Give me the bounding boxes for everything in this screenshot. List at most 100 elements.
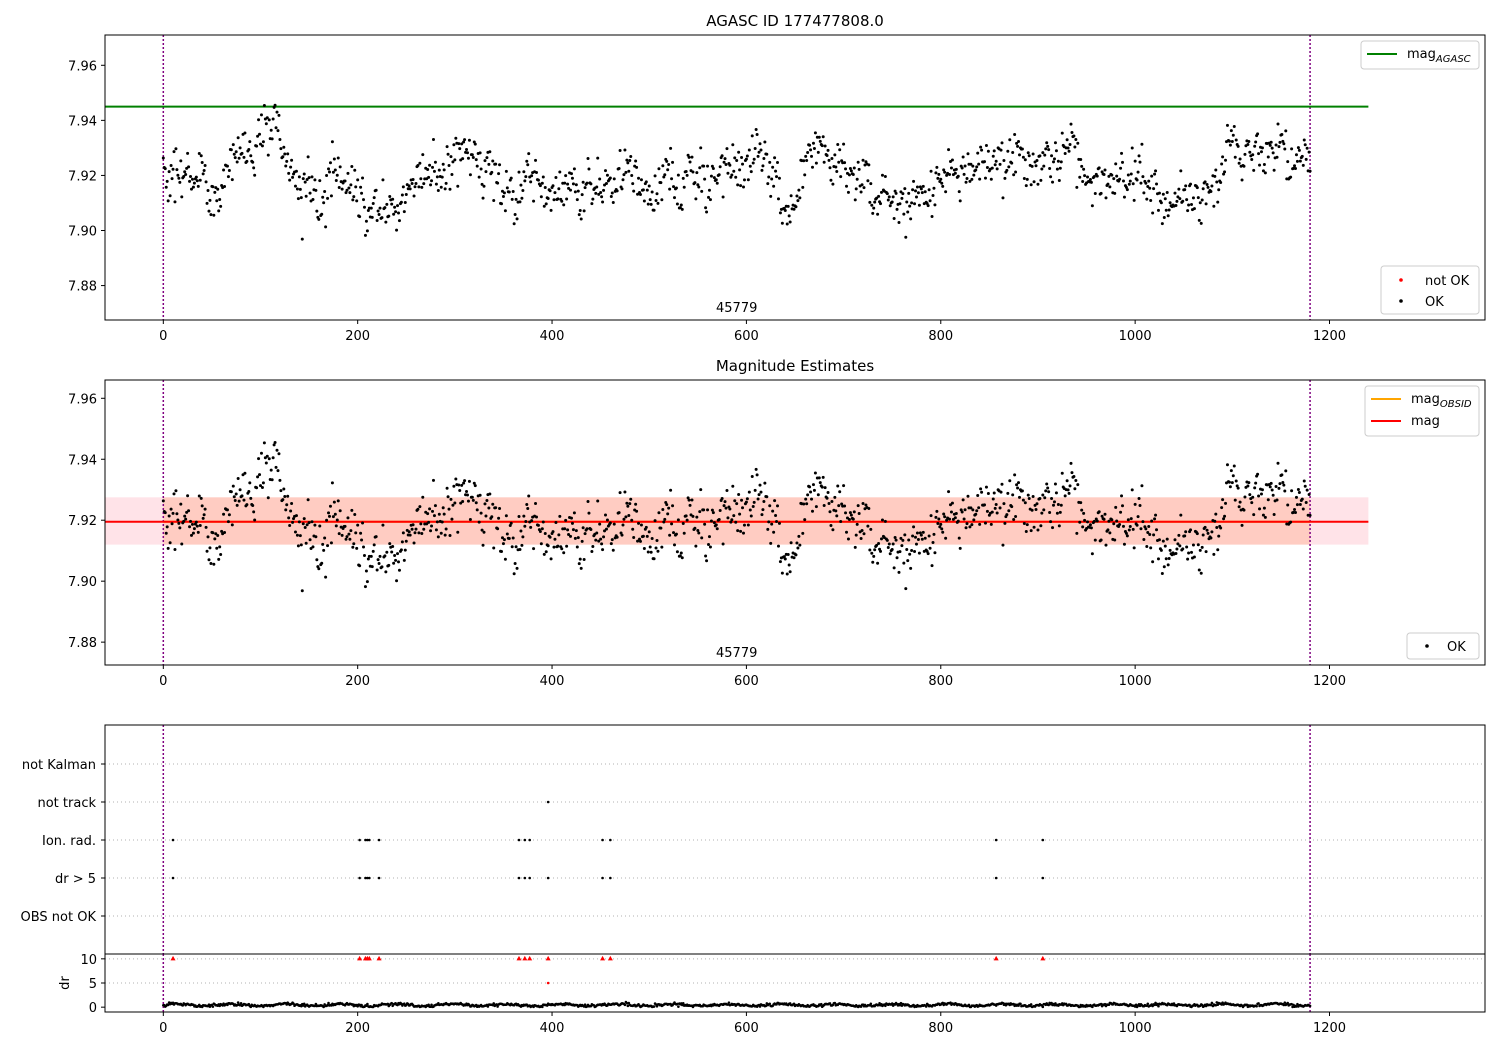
agasc-ok-point bbox=[792, 207, 796, 211]
mag-ok-point bbox=[624, 515, 628, 519]
mag-ok-point bbox=[1012, 517, 1016, 521]
agasc-ok-point bbox=[1121, 179, 1125, 183]
agasc-ok-point bbox=[1290, 147, 1294, 151]
agasc-ok-point bbox=[442, 168, 446, 172]
mag-ok-point bbox=[413, 531, 417, 535]
dr-clipped-marker bbox=[170, 955, 176, 961]
mag-ok-point bbox=[638, 537, 642, 541]
agasc-ok-point bbox=[937, 172, 941, 176]
mag-ok-point bbox=[663, 517, 667, 521]
mag-ok-point bbox=[678, 554, 682, 558]
agasc-ok-point bbox=[1281, 139, 1285, 143]
agasc-ok-point bbox=[356, 178, 360, 182]
mag-ok-point bbox=[1046, 486, 1050, 490]
dr-clipped-marker bbox=[600, 955, 606, 961]
mag-ok-point bbox=[1151, 560, 1155, 564]
agasc-ok-point bbox=[757, 150, 761, 154]
mag-ok-point bbox=[1044, 489, 1048, 493]
mag-ok-point bbox=[331, 515, 335, 519]
agasc-ok-point bbox=[1269, 140, 1273, 144]
mag-ok-point bbox=[1297, 490, 1301, 494]
agasc-ok-point bbox=[231, 143, 235, 147]
mag-ok-point bbox=[820, 485, 824, 489]
agasc-ok-point bbox=[251, 160, 255, 164]
agasc-ok-point bbox=[735, 158, 739, 162]
mag-ok-point bbox=[188, 525, 192, 529]
agasc-ok-point bbox=[868, 200, 872, 204]
agasc-ok-point bbox=[526, 163, 530, 167]
agasc-ok-point bbox=[725, 147, 729, 151]
agasc-ok-point bbox=[1225, 123, 1229, 127]
mag-ok-point bbox=[1011, 493, 1015, 497]
mag-ok-point bbox=[835, 514, 839, 518]
mag-ok-point bbox=[287, 516, 291, 520]
agasc-ok-point bbox=[769, 194, 773, 198]
mag-ok-point bbox=[1073, 487, 1077, 491]
agasc-ok-point bbox=[450, 173, 454, 177]
agasc-ok-point bbox=[1212, 204, 1216, 208]
mag-ok-point bbox=[362, 545, 366, 549]
mag-ok-point bbox=[432, 514, 436, 518]
mag-ok-point bbox=[1082, 511, 1086, 515]
mag-ok-point bbox=[1127, 528, 1131, 532]
agasc-ok-point bbox=[1048, 167, 1052, 171]
agasc-ytick-label: 7.92 bbox=[68, 169, 97, 184]
mag-ok-point bbox=[630, 518, 634, 522]
agasc-ok-point bbox=[710, 164, 714, 168]
mag-ok-point bbox=[837, 504, 841, 508]
agasc-ok-point bbox=[818, 139, 822, 143]
mag-ok-point bbox=[381, 523, 385, 527]
agasc-ok-point bbox=[742, 178, 746, 182]
agasc-ok-point bbox=[275, 110, 279, 114]
mag-ok-point bbox=[369, 554, 373, 558]
mag-ok-point bbox=[868, 548, 872, 552]
mag-ok-point bbox=[829, 524, 833, 528]
mag-ok-point bbox=[419, 522, 423, 526]
mag-ok-point bbox=[1185, 545, 1189, 549]
agasc-ok-point bbox=[1133, 159, 1137, 163]
dr-clipped-marker bbox=[1040, 955, 1046, 961]
agasc-ok-point bbox=[502, 191, 506, 195]
mag-ok-point bbox=[1176, 542, 1180, 546]
dr-clipped-marker bbox=[545, 955, 551, 961]
agasc-ok-point bbox=[217, 209, 221, 213]
mag-ok-point bbox=[1069, 461, 1073, 465]
flags-point bbox=[366, 838, 369, 842]
mag-ok-point bbox=[1007, 509, 1011, 513]
mag-ok-point bbox=[297, 520, 301, 524]
flags-point bbox=[517, 838, 521, 842]
mag-ok-point bbox=[657, 511, 661, 515]
mag-ok-point bbox=[745, 497, 749, 501]
agasc-ok-point bbox=[232, 152, 236, 156]
agasc-ok-point bbox=[908, 204, 912, 208]
agasc-ok-point bbox=[927, 188, 931, 192]
agasc-ok-point bbox=[1146, 185, 1150, 189]
mag-ok-point bbox=[1272, 513, 1276, 517]
agasc-ok-point bbox=[445, 145, 449, 149]
agasc-ok-point bbox=[940, 181, 944, 185]
agasc-ok-point bbox=[1114, 162, 1118, 166]
mag-ok-point bbox=[394, 558, 398, 562]
mag-ok-point bbox=[491, 502, 495, 506]
mag-ok-point bbox=[1152, 533, 1156, 537]
mag-ok-point bbox=[363, 585, 367, 589]
agasc-ok-point bbox=[189, 175, 193, 179]
agasc-ok-point bbox=[507, 190, 511, 194]
mag-ok-point bbox=[1229, 469, 1233, 473]
mag-ok-point bbox=[1112, 522, 1116, 526]
flags-point bbox=[994, 838, 998, 842]
mag-ok-point bbox=[849, 513, 853, 517]
mag-ok-point bbox=[1227, 480, 1231, 484]
agasc-ok-point bbox=[461, 157, 465, 161]
mag-ok-point bbox=[1243, 495, 1247, 499]
mag-ok-point bbox=[488, 492, 492, 496]
agasc-ok-point bbox=[435, 175, 439, 179]
mag-ok-point bbox=[861, 501, 865, 505]
mag-ok-point bbox=[202, 513, 206, 517]
mag-ok-point bbox=[1175, 547, 1179, 551]
agasc-ok-point bbox=[1078, 175, 1082, 179]
mag-ok-point bbox=[1192, 555, 1196, 559]
mag-ok-point bbox=[1048, 511, 1052, 515]
agasc-ok-point bbox=[1286, 160, 1290, 164]
mag-ok-point bbox=[211, 531, 215, 535]
